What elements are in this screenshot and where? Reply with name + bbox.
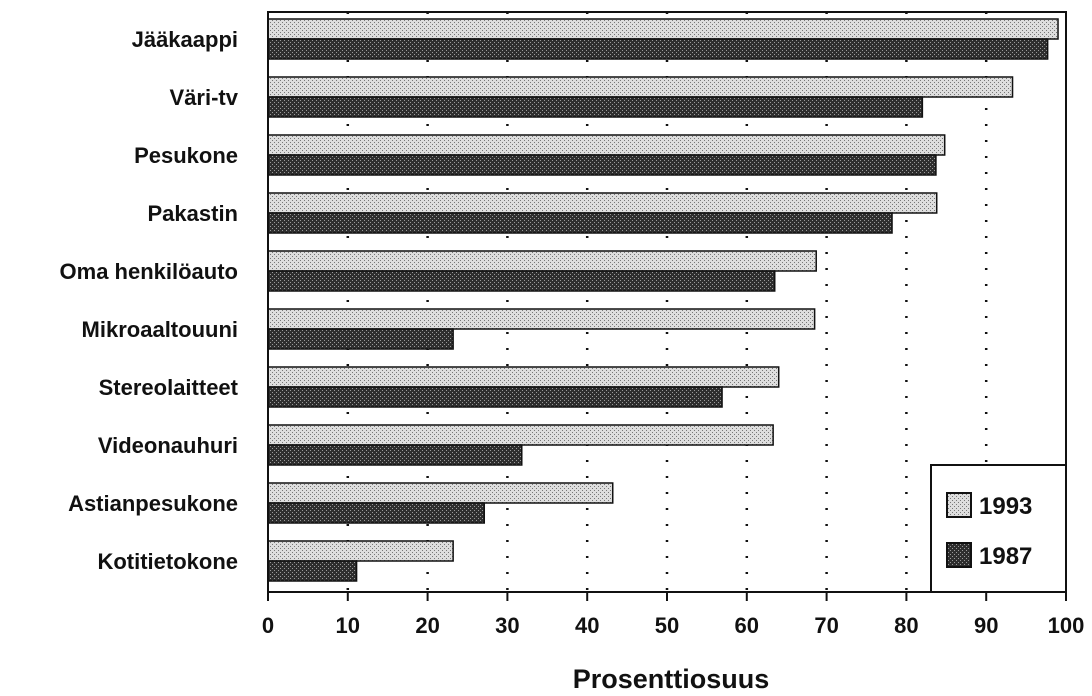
bar-1993 xyxy=(267,366,780,388)
bar-1987 xyxy=(267,270,776,292)
tick-label: 70 xyxy=(814,613,838,638)
category-label: Oma henkilöauto xyxy=(60,259,238,284)
bar-1993 xyxy=(267,424,774,446)
bar-1993 xyxy=(267,76,1014,98)
legend-label: 1987 xyxy=(979,543,1032,570)
legend-swatch-1993 xyxy=(946,492,972,518)
tick-label: 90 xyxy=(974,613,998,638)
bar-1993 xyxy=(267,134,946,156)
bar-1987 xyxy=(267,502,486,524)
bar-1987 xyxy=(267,96,924,118)
category-label: Mikroaaltouuni xyxy=(82,317,238,342)
bar-1987 xyxy=(267,386,723,408)
bar-1993 xyxy=(267,482,614,504)
bar-1987 xyxy=(267,212,893,234)
category-label: Astianpesukone xyxy=(68,491,238,516)
legend-box xyxy=(930,464,1067,593)
tick-label: 0 xyxy=(262,613,274,638)
category-label: Jääkaappi xyxy=(132,27,238,52)
x-axis-title: Prosenttiosuus xyxy=(573,664,770,694)
tick-label: 30 xyxy=(495,613,519,638)
bar-1993 xyxy=(267,250,817,272)
bar-1987 xyxy=(267,444,523,466)
bar-1993 xyxy=(267,540,454,562)
category-label: Stereolaitteet xyxy=(99,375,239,400)
bar-1993 xyxy=(267,18,1059,40)
legend: 1993 1987 xyxy=(930,464,1067,593)
tick-label: 60 xyxy=(735,613,759,638)
bar-1993 xyxy=(267,192,938,214)
legend-label: 1993 xyxy=(979,493,1032,520)
bar-1987 xyxy=(267,560,358,582)
tick-label: 100 xyxy=(1048,613,1085,638)
category-label: Väri-tv xyxy=(170,85,239,110)
category-label: Pesukone xyxy=(134,143,238,168)
bar-1987 xyxy=(267,328,454,350)
bar-1993 xyxy=(267,308,816,330)
tick-label: 20 xyxy=(415,613,439,638)
category-labels: Jääkaappi Väri-tv Pesukone Pakastin Oma henk… xyxy=(60,27,239,574)
tick-label: 50 xyxy=(655,613,679,638)
tick-label: 80 xyxy=(894,613,918,638)
bar-1987 xyxy=(267,38,1049,60)
legend-swatch-1987 xyxy=(946,542,972,568)
tick-label: 40 xyxy=(575,613,599,638)
category-label: Videonauhuri xyxy=(98,433,238,458)
tick-label: 10 xyxy=(336,613,360,638)
bar-1987 xyxy=(267,154,937,176)
category-label: Pakastin xyxy=(148,201,239,226)
category-label: Kotitietokone xyxy=(97,549,238,574)
x-axis-ticks: 0 10 20 30 40 50 60 70 80 90 100 xyxy=(262,592,1084,638)
